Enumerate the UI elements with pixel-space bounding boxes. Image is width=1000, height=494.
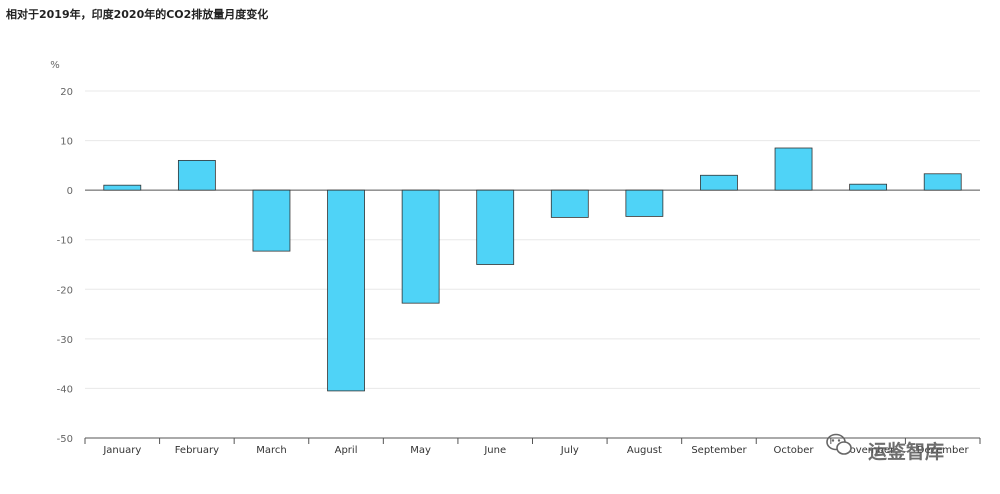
y-tick-label: 20 bbox=[60, 87, 73, 98]
y-tick-label: 0 bbox=[67, 186, 73, 197]
y-tick-label: 10 bbox=[60, 137, 73, 148]
bar-february bbox=[177, 159, 216, 191]
chart-title: 相对于2019年，印度2020年的CO2排放量月度变化 bbox=[6, 8, 269, 21]
bar-january bbox=[103, 184, 142, 191]
grid-lines bbox=[85, 90, 980, 439]
x-tick-label: November bbox=[842, 445, 895, 456]
x-tick-label: August bbox=[627, 445, 662, 456]
bar-may bbox=[401, 189, 440, 304]
x-tick-label: September bbox=[691, 445, 747, 456]
y-tick-label: -40 bbox=[57, 384, 73, 395]
y-tick-label: -30 bbox=[57, 335, 73, 346]
bar-december bbox=[923, 173, 962, 191]
x-tick-label: July bbox=[560, 445, 579, 456]
y-axis: 20 10 0 -10 -20 -30 -40 -50 bbox=[57, 87, 73, 445]
x-tick-label: May bbox=[410, 445, 431, 456]
y-tick-label: -50 bbox=[57, 434, 73, 445]
bar-august bbox=[625, 189, 664, 217]
x-axis: January February March April May June July Augu… bbox=[84, 437, 981, 456]
x-tick-label: October bbox=[774, 445, 815, 456]
x-tick-label: January bbox=[102, 445, 141, 456]
bar-october bbox=[774, 147, 813, 191]
x-tick-label: February bbox=[175, 445, 219, 456]
bar-april bbox=[327, 189, 365, 392]
x-tick-label: March bbox=[256, 445, 286, 456]
watermark-text: 运鉴智库 bbox=[868, 440, 944, 463]
watermark: 运鉴智库 bbox=[826, 433, 944, 463]
y-axis-unit-label: % bbox=[50, 60, 60, 71]
wechat-icon bbox=[826, 433, 852, 455]
bar-september bbox=[700, 174, 738, 191]
bar-july bbox=[550, 189, 589, 218]
x-tick-label: April bbox=[335, 445, 358, 456]
bars bbox=[103, 147, 962, 392]
x-tick-label: June bbox=[483, 445, 506, 456]
y-tick-label: -20 bbox=[57, 285, 73, 296]
bar-november bbox=[849, 183, 888, 191]
bar-june bbox=[476, 189, 515, 265]
y-tick-label: -10 bbox=[57, 236, 73, 247]
bar-march bbox=[252, 189, 291, 252]
x-tick-label: December bbox=[917, 445, 970, 456]
